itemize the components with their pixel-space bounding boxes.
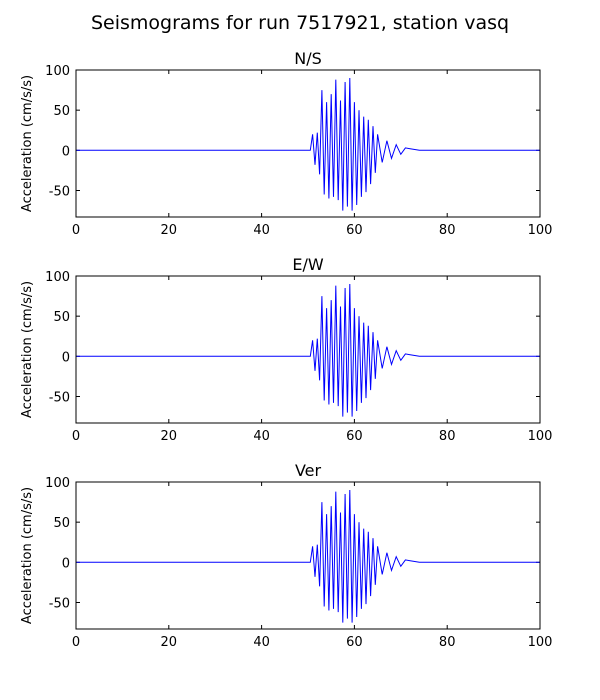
y-axis-label: Acceleration (cm/s/s) xyxy=(20,281,35,418)
subplot-ver: Ver Acceleration (cm/s/s) 0 20 40 60 80 100 -50 0… xyxy=(20,461,552,650)
x-tick-label: 40 xyxy=(253,635,270,650)
subplot-e-w: E/W Acceleration (cm/s/s) 0 20 40 60 80 100 -50 0… xyxy=(20,255,552,444)
y-tick-label: 0 xyxy=(62,556,70,571)
y-tick-label: 0 xyxy=(62,350,70,365)
x-tick-label: 0 xyxy=(72,635,80,650)
y-tick-label: 50 xyxy=(53,104,70,119)
y-tick-label: 100 xyxy=(45,476,70,491)
x-tick-label: 20 xyxy=(161,635,178,650)
x-tick-label: 40 xyxy=(253,223,270,238)
subplot-n-s: N/S Acceleration (cm/s/s) 0 20 40 60 80 100 -50 0… xyxy=(20,49,552,238)
x-tick-label: 40 xyxy=(253,429,270,444)
x-tick-label: 100 xyxy=(528,429,553,444)
x-tick-label: 20 xyxy=(161,223,178,238)
y-tick-label: 50 xyxy=(53,310,70,325)
y-tick-label: -50 xyxy=(49,596,70,611)
x-tick-label: 60 xyxy=(346,429,363,444)
plot-frame xyxy=(75,275,541,424)
series-line xyxy=(76,489,540,623)
y-tick-label: 100 xyxy=(45,270,70,285)
subplot-title: E/W xyxy=(292,255,324,274)
plot-frame xyxy=(75,481,541,630)
subplot-title: Ver xyxy=(295,461,322,480)
x-tick-label: 80 xyxy=(439,635,456,650)
y-tick-label: 50 xyxy=(53,516,70,531)
y-tick-label: -50 xyxy=(49,184,70,199)
subplot-title: N/S xyxy=(294,49,322,68)
x-tick-label: 0 xyxy=(72,223,80,238)
x-tick-label: 60 xyxy=(346,635,363,650)
y-tick-label: 100 xyxy=(45,64,70,79)
series-line xyxy=(76,77,540,211)
plot-frame xyxy=(75,69,541,218)
x-tick-label: 80 xyxy=(439,223,456,238)
x-tick-label: 100 xyxy=(528,223,553,238)
x-tick-label: 0 xyxy=(72,429,80,444)
figure-title: Seismograms for run 7517921, station vas… xyxy=(91,12,509,34)
x-tick-label: 100 xyxy=(528,635,553,650)
y-tick-label: 0 xyxy=(62,144,70,159)
y-axis-label: Acceleration (cm/s/s) xyxy=(20,487,35,624)
y-tick-label: -50 xyxy=(49,390,70,405)
y-axis-label: Acceleration (cm/s/s) xyxy=(20,75,35,212)
series-line xyxy=(76,283,540,417)
x-tick-label: 80 xyxy=(439,429,456,444)
x-tick-label: 20 xyxy=(161,429,178,444)
x-tick-label: 60 xyxy=(346,223,363,238)
